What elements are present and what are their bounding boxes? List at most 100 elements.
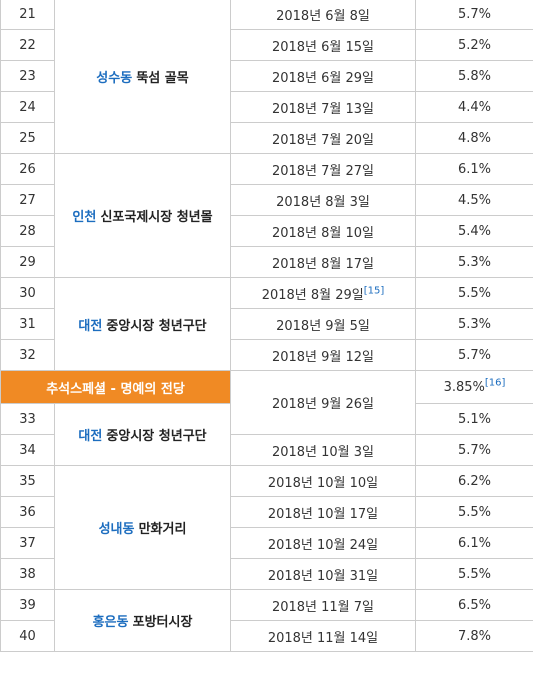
episode-number: 38 [0,558,55,590]
rating: 5.7% [415,339,533,371]
special-rating: 3.85% [443,379,485,395]
place-name: 중앙시장 청년구단 [106,318,207,334]
ratings-table: 21 성수동 뚝섬 골목 2018년 6월 8일 5.7% 22 2018년 6… [0,0,533,652]
table-row: 35 성내동 만화거리 2018년 10월 10일 6.2% [0,465,533,590]
region-link[interactable]: 대전 [78,429,103,444]
table-row: 23 2018년 6월 29일 5.8% [0,60,533,92]
place-name: 만화거리 [138,522,187,537]
region-link[interactable]: 성수동 [96,70,133,86]
episode-number: 37 [0,527,55,559]
rating: 5.8% [415,60,533,92]
air-date: 2018년 11월 14일 [230,620,416,652]
air-date: 2018년 8월 3일 [230,184,416,216]
region-link[interactable]: 성내동 [98,522,135,537]
special-episode-title: 추석스페셜 - 명예의 전당 [0,370,231,404]
rating: 6.1% [415,527,533,559]
air-date: 2018년 7월 13일 [230,91,416,123]
rating: 5.1% [415,403,533,435]
location-cell: 홍은동 포방터시장 [54,589,231,652]
air-date: 2018년 7월 20일 [230,122,416,154]
episode-number: 29 [0,246,55,278]
rating: 6.5% [415,589,533,621]
table-row: 37 2018년 10월 24일 6.1% [0,527,533,559]
reference-link[interactable]: [15] [363,285,385,297]
location-cell: 성내동 만화거리 [54,465,231,590]
table-row: 40 2018년 11월 14일 7.8% [0,620,533,652]
episode-number: 22 [0,29,55,61]
episode-number: 36 [0,496,55,528]
air-date: 2018년 9월 26일 [230,370,416,435]
rating: 5.5% [415,558,533,590]
table-row: 26 인천 신포국제시장 청년몰 2018년 7월 27일 6.1% [0,153,533,278]
episode-number: 26 [0,153,55,185]
rating: 6.1% [415,153,533,185]
reference-link[interactable]: [16] [484,377,506,389]
location-cell: 대전 중앙시장 청년구단 [54,403,231,466]
table-row: 29 2018년 8월 17일 5.3% [0,246,533,278]
air-date-text: 2018년 8월 29일 [261,287,364,303]
table-row: 27 2018년 8월 3일 4.5% [0,184,533,216]
air-date: 2018년 7월 27일 [230,153,416,185]
table-row: 21 성수동 뚝섬 골목 2018년 6월 8일 5.7% [0,0,533,154]
table-row: 39 홍은동 포방터시장 2018년 11월 7일 6.5% [0,589,533,652]
episode-number: 30 [0,277,55,309]
episode-number: 39 [0,589,55,621]
air-date: 2018년 8월 29일[15] [230,277,416,309]
episode-number: 24 [0,91,55,123]
episode-number: 31 [0,308,55,340]
air-date: 2018년 6월 29일 [230,60,416,92]
place-name: 중앙시장 청년구단 [106,429,207,444]
air-date: 2018년 6월 8일 [230,0,416,30]
table-row: 24 2018년 7월 13일 4.4% [0,91,533,123]
table-row: 38 2018년 10월 31일 5.5% [0,558,533,590]
table-row-special: 추석스페셜 - 명예의 전당 2018년 9월 26일 3.85%[16] [0,370,533,435]
air-date: 2018년 8월 10일 [230,215,416,247]
episode-number: 34 [0,434,55,466]
location-cell: 인천 신포국제시장 청년몰 [54,153,231,278]
rating: 6.2% [415,465,533,497]
rating: 4.8% [415,122,533,154]
table-row: 36 2018년 10월 17일 5.5% [0,496,533,528]
episode-number: 40 [0,620,55,652]
rating: 4.4% [415,91,533,123]
air-date: 2018년 6월 15일 [230,29,416,61]
table-row: 28 2018년 8월 10일 5.4% [0,215,533,247]
episode-number: 33 [0,403,55,435]
rating: 5.5% [415,277,533,309]
region-link[interactable]: 대전 [78,318,103,334]
rating: 5.2% [415,29,533,61]
rating: 5.4% [415,215,533,247]
rating: 5.3% [415,246,533,278]
rating: 4.5% [415,184,533,216]
air-date: 2018년 11월 7일 [230,589,416,621]
episode-number: 28 [0,215,55,247]
region-link[interactable]: 홍은동 [92,615,129,630]
episode-number: 27 [0,184,55,216]
air-date: 2018년 10월 31일 [230,558,416,590]
episode-number: 32 [0,339,55,371]
table-row: 30 대전 중앙시장 청년구단 2018년 8월 29일[15] 5.5% [0,277,533,371]
rating: 3.85%[16] [415,370,533,404]
air-date: 2018년 9월 12일 [230,339,416,371]
location-cell: 성수동 뚝섬 골목 [54,0,231,154]
episode-number: 25 [0,122,55,154]
rating: 5.5% [415,496,533,528]
rating: 5.7% [415,0,533,30]
rating: 5.7% [415,434,533,466]
table-row: 31 2018년 9월 5일 5.3% [0,308,533,340]
air-date: 2018년 8월 17일 [230,246,416,278]
air-date: 2018년 10월 10일 [230,465,416,497]
episode-number: 35 [0,465,55,497]
air-date: 2018년 10월 3일 [230,434,416,466]
table-row: 32 2018년 9월 12일 5.7% [0,339,533,371]
place-name: 신포국제시장 청년몰 [100,210,213,225]
place-name: 뚝섬 골목 [136,70,189,86]
table-row: 25 2018년 7월 20일 4.8% [0,122,533,154]
air-date: 2018년 10월 24일 [230,527,416,559]
table-row: 33 대전 중앙시장 청년구단 5.1% [0,403,533,466]
region-link[interactable]: 인천 [72,210,97,225]
air-date: 2018년 10월 17일 [230,496,416,528]
rating: 5.3% [415,308,533,340]
air-date: 2018년 9월 5일 [230,308,416,340]
